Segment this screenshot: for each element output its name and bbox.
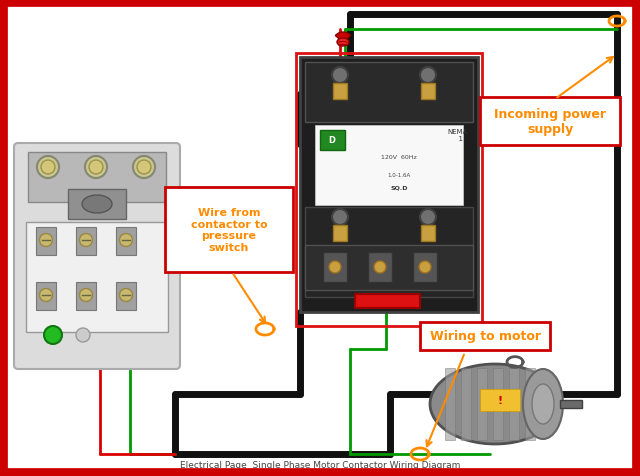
Bar: [305, 63, 473, 123]
FancyBboxPatch shape: [165, 188, 293, 272]
Bar: [477, 368, 487, 440]
Bar: [296, 54, 482, 327]
Ellipse shape: [120, 234, 132, 247]
Ellipse shape: [374, 261, 386, 273]
Bar: [28, 153, 166, 203]
Text: NEMA
  1: NEMA 1: [448, 129, 468, 142]
Ellipse shape: [41, 161, 55, 175]
Ellipse shape: [79, 234, 93, 247]
Text: SQ.D: SQ.D: [390, 185, 408, 190]
Ellipse shape: [120, 289, 132, 302]
Bar: [323, 252, 347, 282]
FancyBboxPatch shape: [480, 98, 620, 146]
Text: 120V  60Hz: 120V 60Hz: [381, 155, 417, 160]
Bar: [333, 84, 347, 100]
Text: !: !: [497, 395, 502, 405]
Ellipse shape: [329, 261, 341, 273]
Bar: [445, 368, 455, 440]
Text: Electrical Page  Single Phase Motor Contactor Wiring Diagram: Electrical Page Single Phase Motor Conta…: [180, 460, 460, 469]
Text: Wire from
contactor to
pressure
switch: Wire from contactor to pressure switch: [191, 208, 268, 252]
Bar: [421, 84, 435, 100]
Circle shape: [76, 328, 90, 342]
Ellipse shape: [82, 196, 112, 214]
Ellipse shape: [40, 234, 52, 247]
Bar: [76, 282, 96, 310]
Ellipse shape: [137, 161, 151, 175]
Ellipse shape: [79, 289, 93, 302]
Bar: [315, 126, 463, 206]
Ellipse shape: [332, 68, 348, 84]
Ellipse shape: [420, 68, 436, 84]
Bar: [525, 368, 535, 440]
Bar: [355, 294, 420, 308]
Ellipse shape: [332, 209, 348, 226]
Bar: [509, 368, 519, 440]
Ellipse shape: [37, 157, 59, 178]
Text: Wiring to motor: Wiring to motor: [429, 330, 541, 343]
Bar: [493, 368, 503, 440]
Bar: [461, 368, 471, 440]
Wedge shape: [335, 33, 351, 43]
FancyBboxPatch shape: [420, 322, 550, 350]
Bar: [36, 282, 56, 310]
Text: 1.0-1.6A: 1.0-1.6A: [387, 173, 411, 178]
Circle shape: [44, 327, 62, 344]
Ellipse shape: [40, 289, 52, 302]
Bar: [421, 226, 435, 241]
Bar: [116, 228, 136, 256]
Bar: [116, 282, 136, 310]
Ellipse shape: [419, 261, 431, 273]
Ellipse shape: [420, 209, 436, 226]
Bar: [333, 226, 347, 241]
Ellipse shape: [85, 157, 107, 178]
Bar: [480, 389, 520, 411]
Bar: [368, 252, 392, 282]
Ellipse shape: [523, 369, 563, 439]
Bar: [76, 228, 96, 256]
Ellipse shape: [532, 384, 554, 424]
Bar: [413, 252, 437, 282]
Bar: [560, 400, 582, 408]
Bar: [68, 189, 126, 219]
Ellipse shape: [337, 39, 349, 47]
FancyBboxPatch shape: [14, 144, 180, 369]
Ellipse shape: [89, 161, 103, 175]
Bar: [300, 58, 478, 312]
Text: Incoming power
supply: Incoming power supply: [494, 108, 606, 136]
Bar: [36, 228, 56, 256]
Ellipse shape: [133, 157, 155, 178]
Bar: [320, 131, 345, 151]
Bar: [26, 223, 168, 332]
Bar: [305, 246, 473, 290]
Ellipse shape: [430, 364, 560, 444]
Text: D: D: [328, 136, 335, 145]
Bar: [305, 208, 473, 298]
